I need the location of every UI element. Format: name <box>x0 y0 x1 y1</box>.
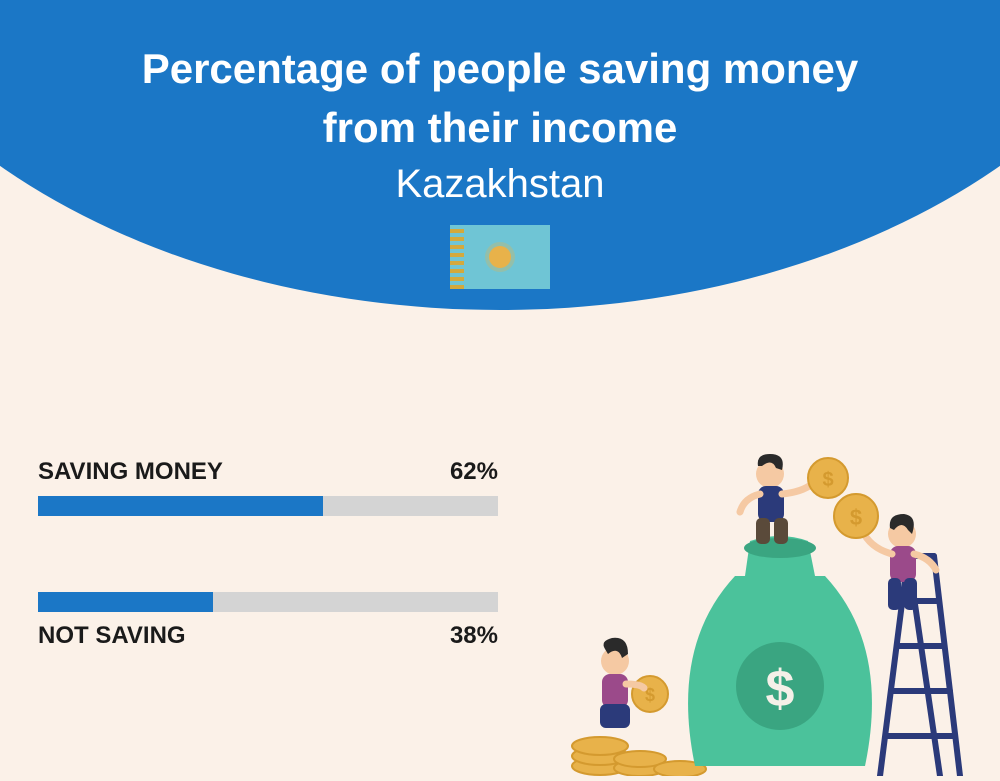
bar-value: 62% <box>450 458 498 486</box>
money-illustration: $ $ $ <box>550 436 980 776</box>
coin-stack-icon <box>572 737 706 776</box>
flag-kazakhstan <box>450 225 550 289</box>
bar-label: NOT SAVING <box>38 622 186 650</box>
bar-track <box>38 592 498 612</box>
bar-label: SAVING MONEY <box>38 458 223 486</box>
bar-track <box>38 496 498 516</box>
svg-text:$: $ <box>822 469 833 491</box>
person-sitting-icon: $ <box>600 638 668 728</box>
title-line2: from their income <box>0 99 1000 158</box>
money-bag-icon: $ <box>688 536 872 766</box>
bar-fill <box>38 592 213 612</box>
bar-value: 38% <box>450 622 498 650</box>
bars-section: SAVING MONEY 62% NOT SAVING 38% <box>38 458 498 650</box>
bar-labels: SAVING MONEY 62% <box>38 458 498 486</box>
flag-ornament <box>450 225 464 289</box>
flag-sun-icon <box>489 246 511 268</box>
title-line1: Percentage of people saving money <box>0 40 1000 99</box>
bar-labels: NOT SAVING 38% <box>38 622 498 650</box>
svg-text:$: $ <box>766 660 795 718</box>
svg-text:$: $ <box>850 505 862 530</box>
bar-saving: SAVING MONEY 62% <box>38 458 498 516</box>
title-country: Kazakhstan <box>0 162 1000 207</box>
bar-not-saving: NOT SAVING 38% <box>38 592 498 650</box>
bar-fill <box>38 496 323 516</box>
person-on-ladder-icon: $ <box>834 494 936 610</box>
header: Percentage of people saving money from t… <box>0 40 1000 289</box>
person-on-bag-icon: $ <box>740 454 848 544</box>
